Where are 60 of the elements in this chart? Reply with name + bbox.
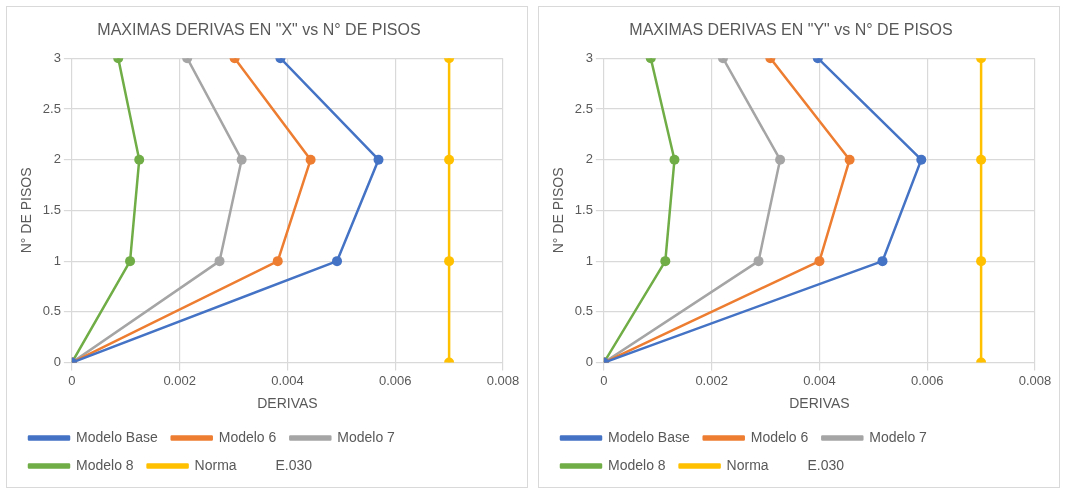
y-tick-label: 0	[53, 354, 61, 370]
y-tick-label: 1	[53, 252, 61, 268]
point	[877, 256, 888, 267]
point	[753, 256, 764, 267]
legend-label: Modelo Base	[76, 428, 158, 445]
point	[236, 154, 247, 165]
x-axis-title: DERIVAS	[257, 395, 318, 412]
x-tick-label: 0.008	[486, 372, 520, 388]
point	[134, 154, 145, 165]
x-tick-label: 0.006	[910, 372, 944, 388]
legend-label: Modelo 8	[608, 456, 666, 473]
y-tick-label: 3	[53, 49, 61, 65]
y-tick-label: 0.5	[42, 303, 61, 319]
x-tick-label: 0.002	[695, 372, 728, 388]
point	[976, 154, 987, 165]
y-tick-label: 2	[53, 151, 61, 167]
point	[214, 256, 225, 267]
x-tick-label: 0.006	[378, 372, 412, 388]
y-tick-label: 0.5	[574, 303, 593, 319]
chart-title: MAXIMAS DERIVAS EN "Y" vs N° DE PISOS	[629, 21, 953, 39]
chart-title: MAXIMAS DERIVAS EN "X" vs N° DE PISOS	[97, 21, 421, 39]
point	[373, 154, 384, 165]
y-tick-label: 2.5	[574, 100, 593, 116]
y-tick-label: 1.5	[574, 201, 593, 217]
legend-label: Modelo 6	[218, 428, 277, 445]
y-tick-label: 0	[585, 354, 593, 370]
legend-label: Modelo 8	[76, 456, 134, 473]
point	[814, 256, 825, 267]
point	[669, 154, 680, 165]
point	[775, 154, 786, 165]
legend-label: Modelo 7	[869, 428, 928, 445]
y-tick-label: 1.5	[42, 201, 61, 217]
point	[444, 256, 455, 267]
x-tick-label: 0.004	[271, 372, 304, 388]
y-axis-title: N° DE PISOS	[18, 167, 35, 254]
legend-label: Norma E.030	[194, 456, 313, 473]
y-tick-label: 2.5	[42, 100, 61, 116]
point	[916, 154, 927, 165]
y-tick-label: 1	[585, 252, 593, 268]
y-axis-title: N° DE PISOS	[550, 167, 567, 254]
legend-label: Modelo Base	[608, 428, 690, 445]
y-tick-label: 2	[585, 151, 593, 167]
x-tick-label: 0.004	[803, 372, 836, 388]
x-axis-title: DERIVAS	[789, 395, 850, 412]
point	[444, 154, 455, 165]
legend-label: Modelo 7	[337, 428, 396, 445]
x-tick-label: 0	[600, 372, 608, 388]
legend-label: Norma E.030	[726, 456, 845, 473]
point	[125, 256, 136, 267]
x-tick-label: 0	[68, 372, 76, 388]
point	[976, 256, 987, 267]
point	[305, 154, 316, 165]
legend-label: Modelo 6	[750, 428, 809, 445]
point	[332, 256, 343, 267]
x-tick-label: 0.008	[1018, 372, 1052, 388]
point	[272, 256, 283, 267]
point	[844, 154, 855, 165]
x-tick-label: 0.002	[163, 372, 196, 388]
y-tick-label: 3	[585, 49, 593, 65]
point	[660, 256, 671, 267]
